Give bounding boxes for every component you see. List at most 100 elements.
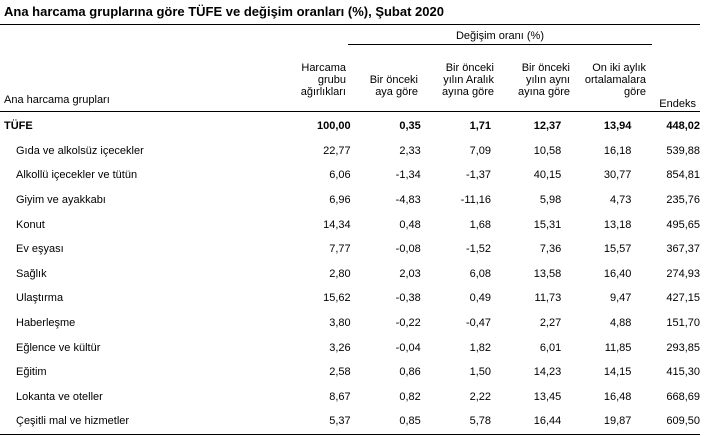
- cell-twelve-month-avg: 19,87: [603, 415, 632, 428]
- cell-prev-month: -0,04: [395, 341, 421, 354]
- table-row: Gıda ve alkolsüz içecekler 22,77 2,33 7,…: [0, 139, 700, 164]
- cell-prev-month: 0,82: [399, 390, 421, 403]
- cell-prev-month: 0,48: [399, 218, 421, 231]
- table-row: Eğlence ve kültür 3,26 -0,04 1,82 6,01 1…: [0, 335, 700, 360]
- cell-prev-december: 1,82: [469, 341, 492, 354]
- row-name: Alkollü içecekler ve tütün: [16, 169, 138, 182]
- cell-prev-year-month: 40,15: [533, 169, 562, 182]
- row-name: Çeşitli mal ve hizmetler: [16, 415, 130, 428]
- column-header-line: ortalamalara: [584, 74, 646, 86]
- column-header-line: Bir önceki: [369, 74, 418, 86]
- table-row: Lokanta ve oteller 8,67 0,82 2,22 13,45 …: [0, 385, 700, 410]
- cell-twelve-month-avg: 16,18: [603, 144, 632, 157]
- cell-twelve-month-avg: 15,57: [603, 243, 632, 256]
- cell-prev-december: 2,22: [469, 390, 492, 403]
- cell-weight: 3,80: [329, 317, 351, 330]
- table-row: Giyim ve ayakkabı 6,96 -4,83 -11,16 5,98…: [0, 188, 700, 213]
- cell-index: 151,70: [666, 317, 700, 330]
- change-group-rule: [348, 44, 652, 45]
- cell-prev-december: -0,47: [465, 317, 492, 330]
- cell-prev-year-month: 10,58: [533, 144, 562, 157]
- bottom-rule: [0, 434, 700, 435]
- table-row: Konut 14,34 0,48 1,68 15,31 13,18 495,65: [0, 212, 700, 237]
- cell-prev-month: 0,35: [399, 120, 421, 133]
- column-header-prev-year-month: Bir önceki yılın aynı ayına göre: [494, 62, 570, 98]
- row-name: Eğlence ve kültür: [16, 341, 101, 354]
- row-name: Lokanta ve oteller: [16, 390, 103, 403]
- cell-twelve-month-avg: 16,48: [603, 390, 632, 403]
- cell-index: 367,37: [666, 243, 700, 256]
- cell-index: 427,15: [666, 292, 700, 305]
- cell-prev-year-month: 13,58: [533, 267, 562, 280]
- row-name: Ev eşyası: [16, 243, 64, 256]
- cell-prev-december: -1,52: [465, 243, 492, 256]
- column-header-line: Endeks: [659, 98, 696, 110]
- table-row: Ulaştırma 15,62 -0,38 0,49 11,73 9,47 42…: [0, 286, 700, 311]
- column-header-line: ayına göre: [518, 86, 570, 98]
- cell-prev-december: 1,68: [469, 218, 492, 231]
- cpi-table: TÜFE 100,00 0,35 1,71 12,37 13,94 448,02…: [0, 114, 700, 434]
- cell-index: 495,65: [666, 218, 700, 231]
- column-header-line: yılın aynı: [525, 74, 570, 86]
- cell-prev-month: 2,03: [399, 267, 421, 280]
- cell-prev-december: 5,78: [469, 415, 492, 428]
- cell-twelve-month-avg: 4,88: [610, 317, 632, 330]
- cell-prev-year-month: 6,01: [539, 341, 562, 354]
- cell-twelve-month-avg: 16,40: [603, 267, 632, 280]
- cell-weight: 100,00: [317, 120, 351, 133]
- column-header-twelve-month-avg: On iki aylık ortalamalara göre: [566, 62, 646, 98]
- row-name: Giyim ve ayakkabı: [16, 194, 106, 207]
- table-row: Alkollü içecekler ve tütün 6,06 -1,34 -1…: [0, 163, 700, 188]
- column-header-line: aya göre: [375, 86, 418, 98]
- cell-weight: 6,96: [329, 194, 351, 207]
- cell-index: 539,88: [666, 144, 700, 157]
- cell-index: 854,81: [666, 169, 700, 182]
- cell-prev-month: -0,38: [395, 292, 421, 305]
- cell-prev-month: -0,22: [395, 317, 421, 330]
- cell-index: 415,30: [666, 366, 700, 379]
- table-row: Sağlık 2,80 2,03 6,08 13,58 16,40 274,93: [0, 262, 700, 287]
- cell-weight: 3,26: [329, 341, 351, 354]
- cell-prev-year-month: 5,98: [539, 194, 562, 207]
- cell-index: 668,69: [666, 390, 700, 403]
- column-header-line: On iki aylık: [592, 62, 646, 74]
- cell-prev-december: 1,50: [469, 366, 492, 379]
- column-header-line: Bir önceki: [445, 62, 494, 74]
- cell-twelve-month-avg: 14,15: [603, 366, 632, 379]
- cell-weight: 8,67: [329, 390, 351, 403]
- cell-index: 609,50: [666, 415, 700, 428]
- change-group-label: Değişim oranı (%): [455, 30, 545, 42]
- row-name: Eğitim: [16, 366, 47, 379]
- column-header-line: göre: [623, 86, 646, 98]
- cell-index: 274,93: [666, 267, 700, 280]
- cell-prev-december: -11,16: [460, 194, 492, 207]
- cell-prev-year-month: 11,73: [534, 292, 562, 305]
- table-row: Eğitim 2,58 0,86 1,50 14,23 14,15 415,30: [0, 360, 700, 385]
- row-header: Ana harcama grupları: [4, 94, 110, 106]
- column-header-line: ayına göre: [442, 86, 494, 98]
- row-name: Haberleşme: [16, 317, 76, 330]
- cell-prev-month: -0,08: [395, 243, 421, 256]
- cell-weight: 2,58: [329, 366, 351, 379]
- cell-prev-december: 7,09: [469, 144, 492, 157]
- cell-weight: 15,62: [323, 292, 351, 305]
- cell-prev-year-month: 7,36: [539, 243, 562, 256]
- cell-prev-month: -1,34: [395, 169, 421, 182]
- column-header-line: grubu: [317, 74, 346, 86]
- cell-index: 293,85: [666, 341, 700, 354]
- cell-prev-year-month: 2,27: [539, 317, 562, 330]
- cell-prev-year-month: 14,23: [533, 366, 562, 379]
- cell-twelve-month-avg: 11,85: [604, 341, 632, 354]
- row-name: Gıda ve alkolsüz içecekler: [16, 144, 144, 157]
- table-row: Çeşitli mal ve hizmetler 5,37 0,85 5,78 …: [0, 409, 700, 434]
- column-header-line: ağırlıkları: [300, 86, 346, 98]
- cell-prev-december: 0,49: [469, 292, 492, 305]
- cell-prev-year-month: 12,37: [533, 120, 562, 133]
- cell-index: 235,76: [666, 194, 700, 207]
- cell-twelve-month-avg: 4,73: [610, 194, 632, 207]
- table-row: Haberleşme 3,80 -0,22 -0,47 2,27 4,88 15…: [0, 311, 700, 336]
- cell-twelve-month-avg: 30,77: [603, 169, 632, 182]
- cell-weight: 14,34: [323, 218, 351, 231]
- cell-weight: 7,77: [329, 243, 351, 256]
- cell-weight: 2,80: [329, 267, 351, 280]
